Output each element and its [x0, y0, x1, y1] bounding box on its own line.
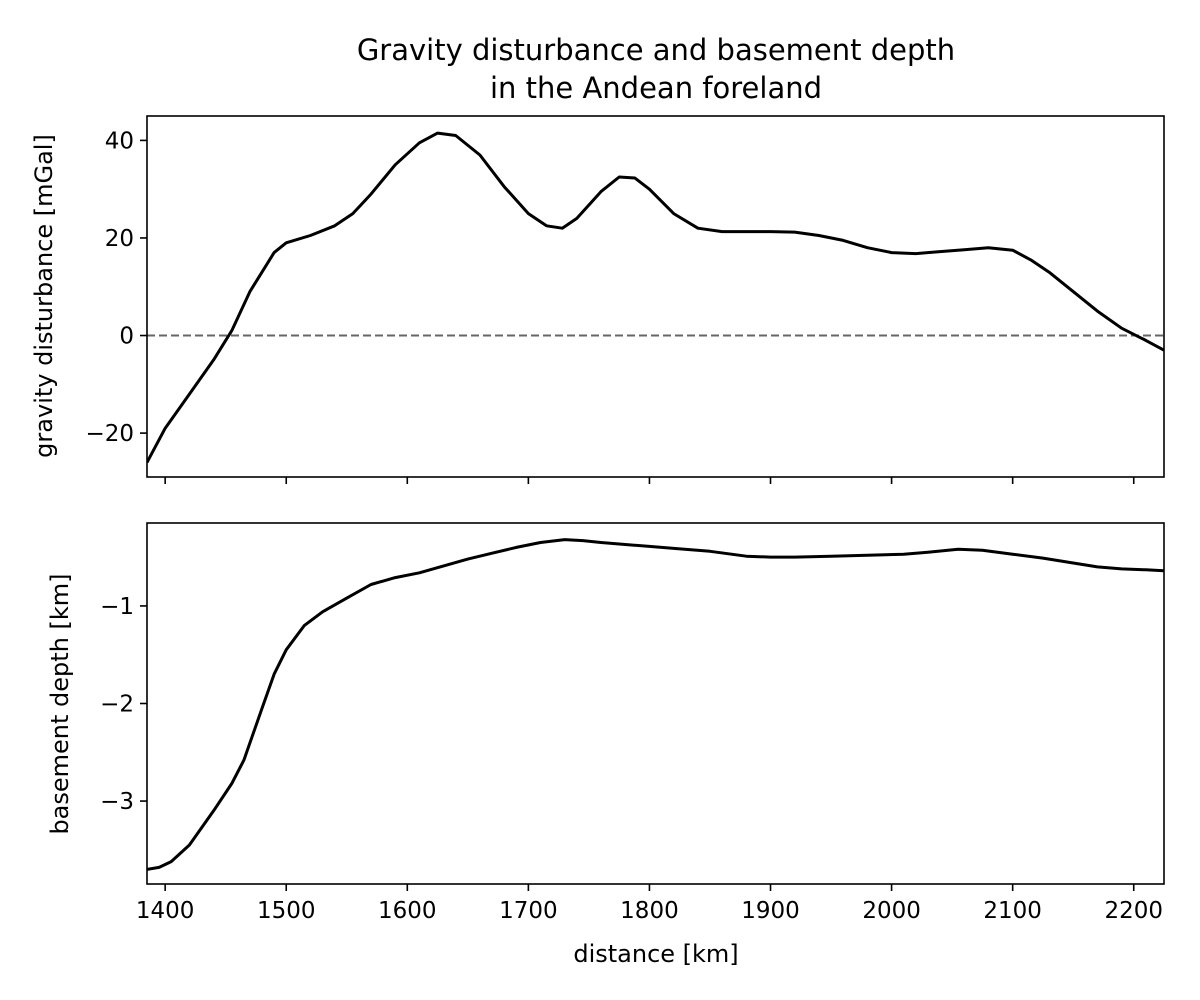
basement-x-tick-label: 1500 — [257, 898, 316, 924]
gravity-y-axis-label: gravity disturbance [mGal] — [30, 134, 58, 458]
basement-x-tick-label: 2100 — [983, 898, 1042, 924]
basement-x-tick-label: 1900 — [741, 898, 800, 924]
basement-x-tick-label: 2000 — [862, 898, 921, 924]
gravity-series-line — [147, 131, 1164, 464]
gravity-axes-frame — [146, 115, 1165, 478]
gravity-y-tick-label: 0 — [119, 324, 134, 350]
chart-title-line-2: in the Andean foreland — [490, 71, 822, 105]
gravity-panel: −20 0 20 40 — [85, 115, 1165, 484]
basement-y-tick-label: −1 — [100, 594, 134, 620]
basement-x-tick-label: 1400 — [136, 898, 195, 924]
basement-x-tick-label: 2200 — [1104, 898, 1163, 924]
basement-series-line — [147, 538, 1164, 871]
basement-x-tick-label: 1700 — [499, 898, 558, 924]
basement-y-tick-label: −3 — [100, 789, 134, 815]
basement-y-axis-label: basement depth [km] — [46, 573, 74, 834]
gravity-y-tick-label: −20 — [85, 421, 134, 447]
gravity-y-tick-label: 20 — [105, 226, 134, 252]
basement-axes-frame — [146, 522, 1165, 885]
basement-x-tick-label: 1600 — [378, 898, 437, 924]
gravity-y-tick-label: 40 — [105, 128, 134, 154]
x-axis-label: distance [km] — [573, 940, 738, 968]
basement-panel: 1400 1500 1600 1700 1800 1900 2000 2100 2200 −3 −2… — [100, 522, 1165, 924]
chart-title-line-1: Gravity disturbance and basement depth — [357, 33, 955, 67]
basement-x-tick-label: 1800 — [620, 898, 679, 924]
basement-y-tick-label: −2 — [100, 692, 134, 718]
